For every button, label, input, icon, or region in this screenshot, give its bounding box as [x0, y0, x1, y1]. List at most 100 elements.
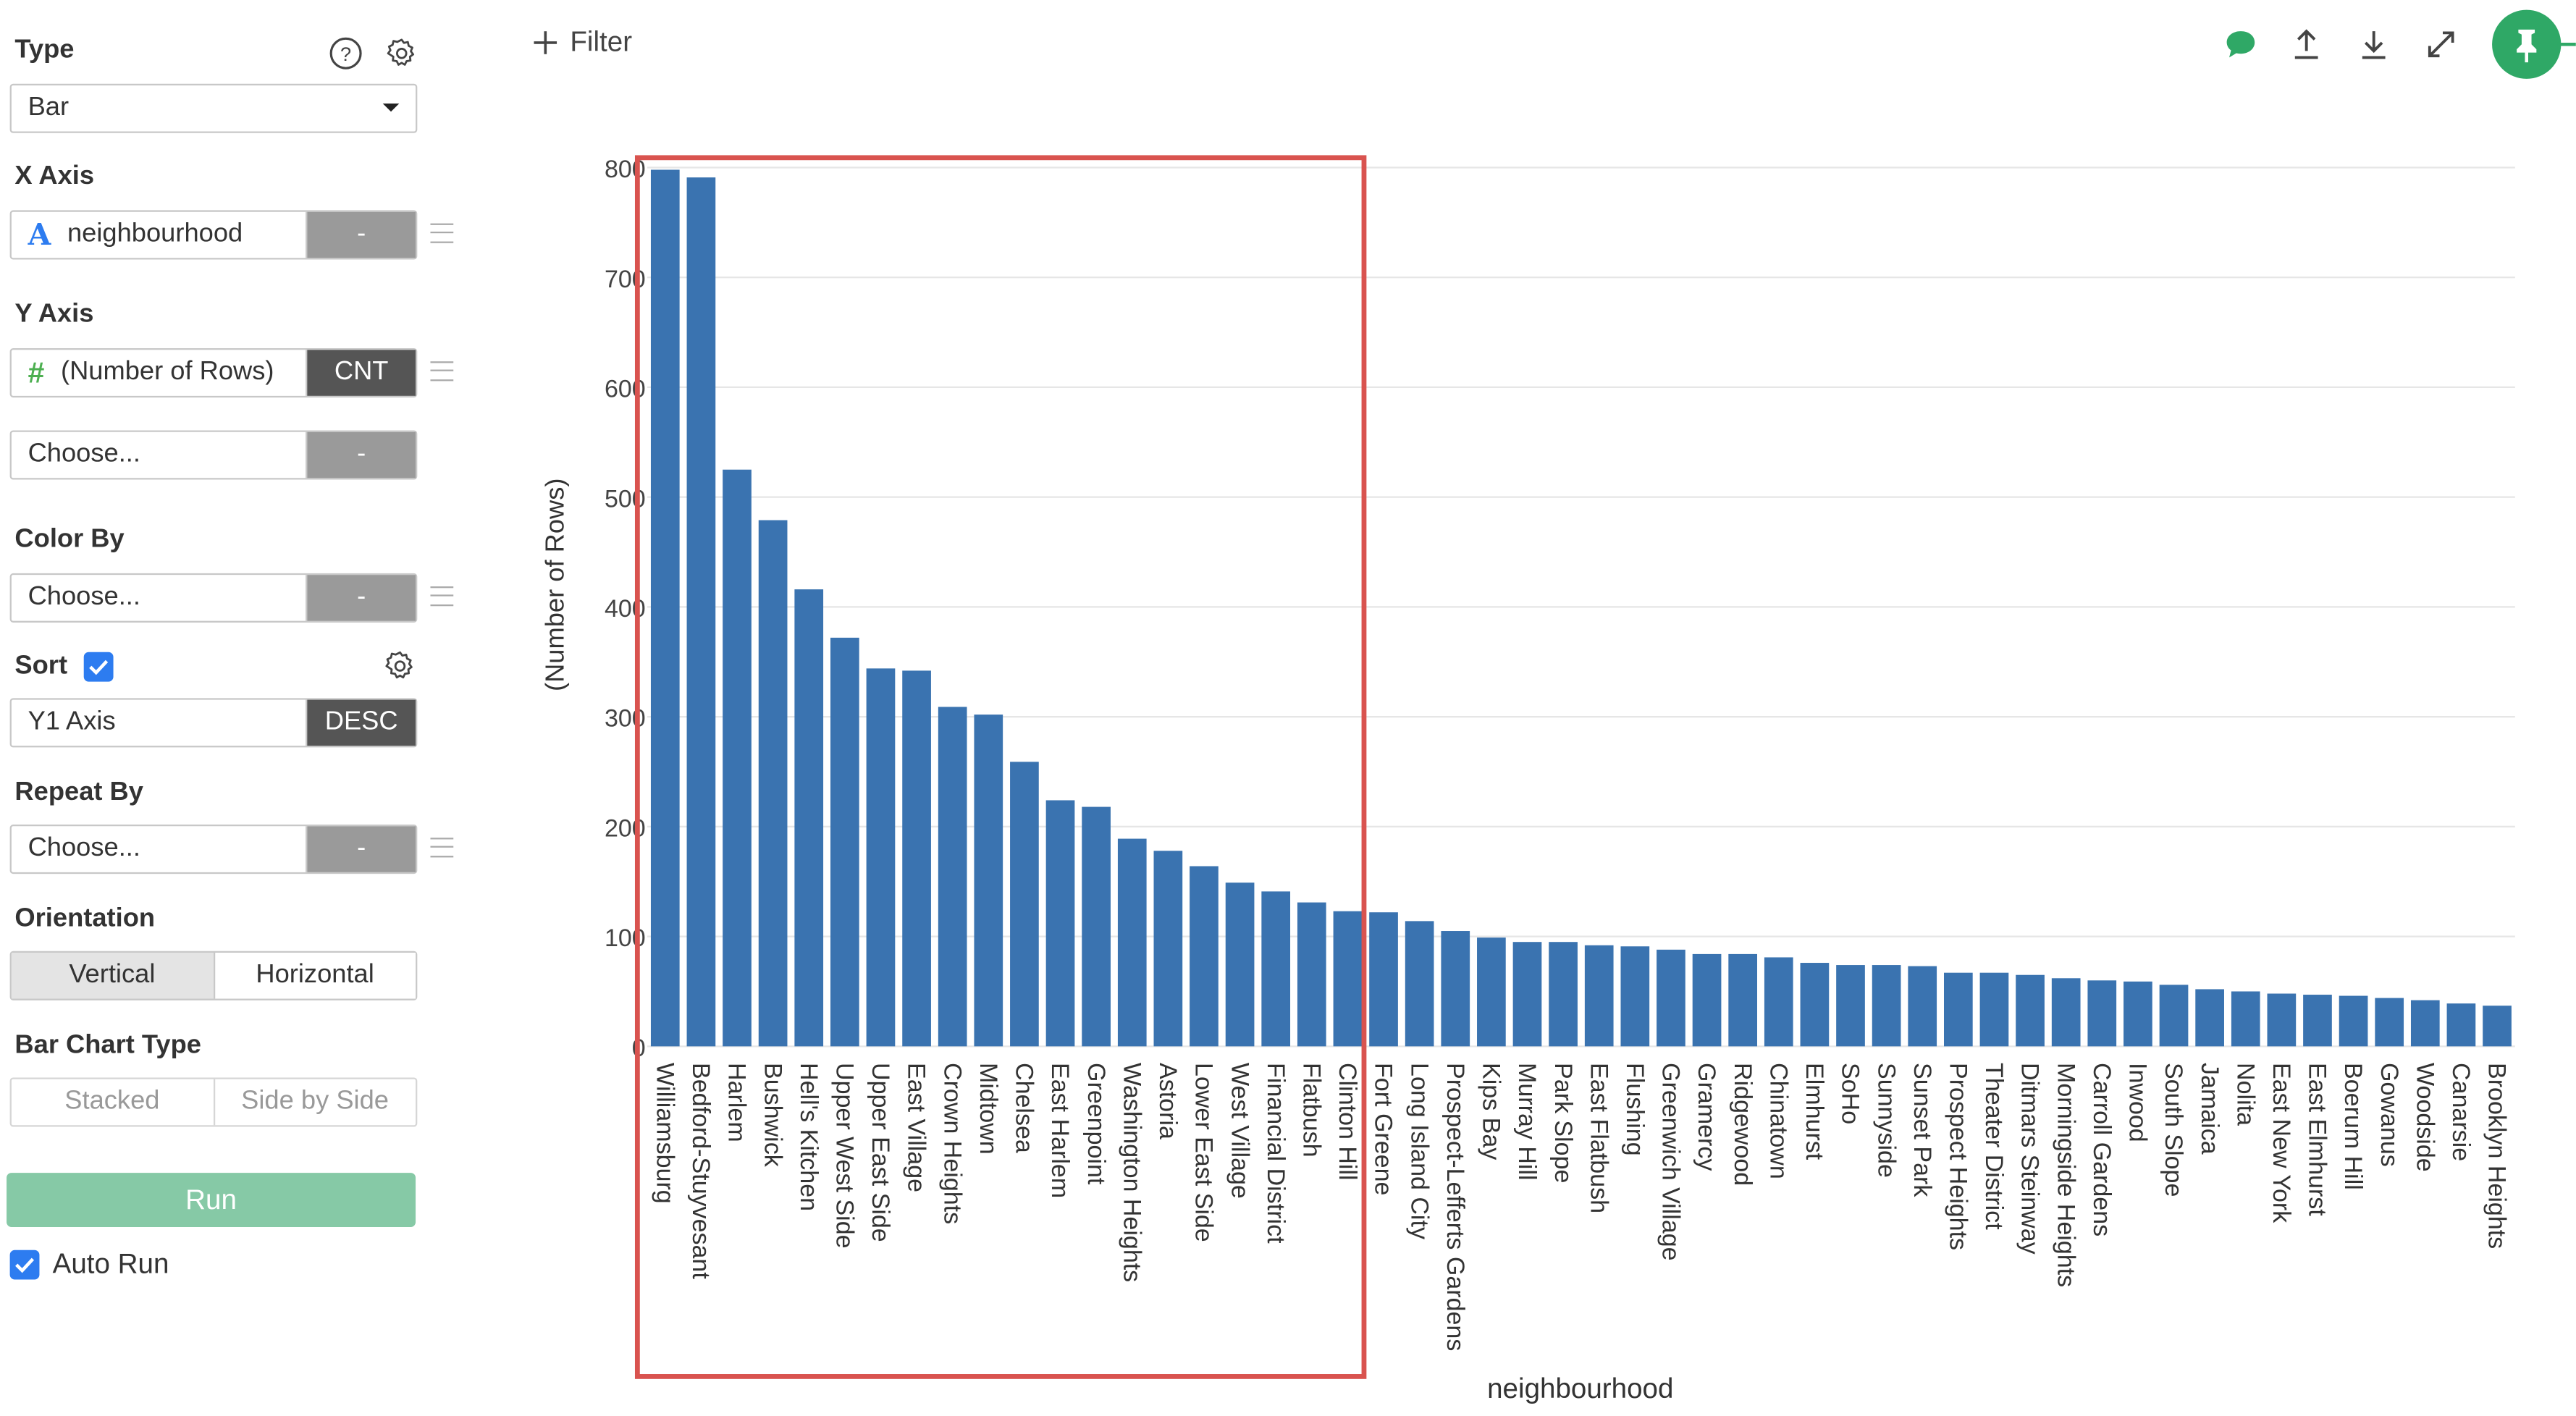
bar[interactable] [1836, 965, 1865, 1047]
bar[interactable] [1979, 972, 2009, 1047]
bar[interactable] [1908, 966, 1937, 1047]
y-axis-field-value[interactable]: # (Number of Rows) [12, 350, 308, 396]
bar[interactable] [2087, 980, 2117, 1047]
x-tick-label: Fort Greene [1370, 1063, 1397, 1195]
repeat-by-drag-handle-icon[interactable] [430, 838, 454, 858]
bar[interactable] [1010, 762, 1039, 1047]
bar[interactable] [1045, 800, 1075, 1047]
bar[interactable] [2159, 985, 2189, 1047]
y-axis-2-field-value[interactable]: Choose... [12, 431, 308, 479]
bar[interactable] [2016, 974, 2045, 1047]
bar[interactable] [1369, 912, 1398, 1047]
bar[interactable] [1117, 838, 1147, 1047]
x-tick-label: Elmhurst [1801, 1063, 1828, 1160]
bar[interactable] [1441, 931, 1470, 1047]
bar[interactable] [1584, 945, 1614, 1047]
repeat-by-field[interactable]: Choose... - [9, 825, 418, 875]
bar[interactable] [1405, 921, 1434, 1047]
bar[interactable] [2051, 978, 2081, 1047]
type-label: Type [14, 35, 75, 64]
bar[interactable] [938, 707, 967, 1047]
bar[interactable] [1549, 942, 1578, 1047]
filter-label: Filter [570, 26, 633, 58]
auto-run-checkbox[interactable] [9, 1249, 40, 1280]
bar[interactable] [794, 589, 824, 1047]
repeat-by-aggregation-button[interactable]: - [307, 826, 416, 872]
sort-settings-gear-icon[interactable] [383, 649, 418, 683]
y-axis-2-field[interactable]: Choose... - [9, 430, 418, 480]
upload-icon[interactable] [2289, 26, 2325, 62]
settings-gear-icon[interactable] [384, 36, 419, 71]
y-axis-2-aggregation-button[interactable]: - [307, 431, 416, 479]
expand-icon[interactable] [2423, 26, 2459, 62]
bar[interactable] [2375, 998, 2404, 1047]
bar[interactable] [2410, 1000, 2440, 1047]
bar[interactable] [2446, 1003, 2476, 1047]
bar[interactable] [1800, 963, 1830, 1047]
pin-button[interactable] [2492, 9, 2562, 79]
bar-chart-type-side-by-side-option[interactable]: Side by Side [212, 1079, 416, 1126]
bar[interactable] [1333, 911, 1363, 1047]
bar[interactable] [974, 715, 1003, 1047]
bar[interactable] [830, 637, 859, 1047]
bar[interactable] [686, 177, 716, 1047]
download-icon[interactable] [2356, 26, 2392, 62]
bar[interactable] [1943, 972, 1973, 1047]
x-axis-field-value[interactable]: A neighbourhood [12, 211, 308, 258]
bar[interactable] [902, 670, 931, 1047]
bar[interactable] [1728, 953, 1758, 1047]
bar[interactable] [1225, 882, 1255, 1047]
x-axis-field[interactable]: A neighbourhood - [9, 210, 418, 260]
bar[interactable] [1261, 891, 1291, 1047]
color-by-aggregation-button[interactable]: - [307, 575, 416, 621]
bar[interactable] [2231, 991, 2260, 1047]
y-axis-aggregation-button[interactable]: CNT [307, 350, 416, 396]
x-tick-label: Williamsburg [651, 1063, 678, 1204]
help-icon[interactable]: ? [329, 36, 363, 71]
bar[interactable] [1620, 946, 1650, 1047]
color-by-field-value[interactable]: Choose... [12, 575, 308, 621]
bar[interactable] [2339, 995, 2368, 1047]
color-by-drag-handle-icon[interactable] [430, 586, 454, 607]
bar[interactable] [758, 520, 788, 1047]
bar[interactable] [1190, 866, 1218, 1047]
sort-field[interactable]: Y1 Axis DESC [9, 698, 418, 748]
bar[interactable] [1153, 851, 1183, 1047]
bar[interactable] [2483, 1006, 2512, 1047]
bar[interactable] [2123, 981, 2152, 1047]
color-by-field[interactable]: Choose... - [9, 573, 418, 623]
y-axis-field-name: (Number of Rows) [60, 358, 274, 387]
sort-order-button[interactable]: DESC [307, 699, 416, 746]
bar[interactable] [1872, 965, 1901, 1047]
bar-chart-type-stacked-option[interactable]: Stacked [64, 1087, 160, 1116]
y-axis-field[interactable]: # (Number of Rows) CNT [9, 348, 418, 398]
bar[interactable] [1764, 957, 1793, 1047]
x-axis-drag-handle-icon[interactable] [430, 223, 454, 243]
orientation-vertical-option[interactable]: Vertical [11, 953, 213, 999]
repeat-by-field-value[interactable]: Choose... [12, 826, 308, 872]
add-filter-button[interactable]: Filter [534, 26, 632, 59]
x-axis-aggregation-button[interactable]: - [307, 211, 416, 258]
bar[interactable] [2303, 995, 2332, 1047]
sort-checkbox[interactable] [83, 652, 114, 682]
sort-field-value[interactable]: Y1 Axis [12, 699, 308, 746]
bar[interactable] [1297, 902, 1326, 1047]
type-select[interactable]: Bar [9, 83, 418, 133]
bar[interactable] [650, 169, 680, 1047]
orientation-horizontal-option[interactable]: Horizontal [212, 953, 416, 999]
x-tick-label: West Village [1226, 1063, 1253, 1199]
bar[interactable] [1657, 949, 1685, 1047]
bar[interactable] [1082, 806, 1111, 1047]
bar[interactable] [1512, 942, 1542, 1047]
bar[interactable] [866, 668, 896, 1047]
x-tick-label: Astoria [1154, 1063, 1182, 1139]
bar[interactable] [1477, 937, 1506, 1047]
comment-icon[interactable] [2223, 26, 2259, 62]
bar[interactable] [1692, 953, 1722, 1047]
bar[interactable] [723, 469, 752, 1047]
bar[interactable] [2195, 989, 2224, 1047]
run-button[interactable]: Run [7, 1173, 416, 1227]
y-axis-drag-handle-icon[interactable] [430, 361, 454, 382]
x-tick-label: Flushing [1621, 1063, 1649, 1156]
bar[interactable] [2267, 993, 2297, 1047]
